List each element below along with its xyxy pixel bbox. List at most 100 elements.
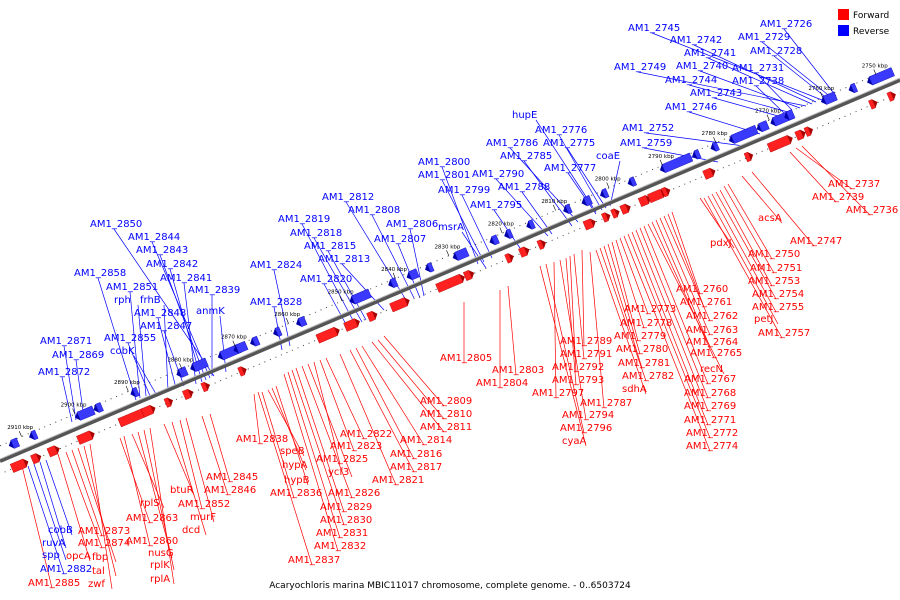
- gene-box: [583, 195, 593, 207]
- leader-line: [219, 315, 227, 373]
- tick-label: 2880 kbp: [167, 357, 193, 363]
- leader-line: [349, 349, 415, 473]
- gene-arrow: [372, 311, 378, 320]
- gene-arrow: [784, 111, 790, 121]
- gene-label: AM1_2747: [790, 236, 842, 247]
- gene-label: AM1_2812: [322, 192, 374, 203]
- gene-arrow: [233, 345, 239, 354]
- leader-line: [707, 195, 779, 325]
- gene-label: AM1_2731: [732, 63, 784, 74]
- leader-line: [707, 57, 813, 105]
- tick-mark: [18, 431, 22, 437]
- tick-label: 2800 kbp: [595, 176, 621, 182]
- leader-line: [659, 217, 711, 336]
- tick-mark: [606, 182, 610, 189]
- gene-arrow: [406, 271, 413, 280]
- gene-label: acsA: [758, 213, 782, 224]
- leader-line: [507, 285, 517, 376]
- gene-label: AM1_2787: [580, 398, 632, 409]
- leader-line: [461, 231, 487, 269]
- gene-label: AM1_2817: [390, 462, 442, 473]
- tick-mark: [553, 204, 556, 211]
- gene-label: AM1_2767: [684, 374, 736, 385]
- leader-line: [655, 219, 711, 348]
- tick-label: 2850 kbp: [328, 289, 354, 295]
- leader-line: [558, 134, 603, 211]
- gene-arrow: [605, 212, 611, 221]
- gene-label: AM1_2752: [622, 123, 674, 134]
- gene-arrow: [581, 197, 587, 206]
- gene-label: AM1_2803: [492, 365, 544, 376]
- gene-box: [712, 141, 720, 152]
- gene-arrow: [563, 205, 569, 214]
- gene-label: AM1_2841: [160, 273, 212, 284]
- gene-label: AM1_2848: [134, 308, 186, 319]
- gene-label: AM1_2729: [738, 32, 790, 43]
- gene-label: hupE: [512, 110, 537, 121]
- gene-arrow: [848, 84, 855, 93]
- leader-line: [711, 193, 777, 313]
- leader-line: [131, 433, 165, 509]
- gene-label: AM1_2793: [552, 375, 604, 386]
- leader-line: [295, 367, 345, 513]
- gene-arrow: [489, 236, 495, 245]
- leader-line: [699, 70, 801, 109]
- gene-label: AM1_2781: [618, 358, 670, 369]
- gene-arrow: [807, 126, 813, 135]
- gene-arrow: [217, 351, 224, 360]
- tick-mark: [339, 295, 343, 302]
- leader-line: [325, 357, 365, 440]
- leader-line: [663, 215, 711, 322]
- gene-arrow: [29, 431, 35, 440]
- gene-label: rph: [114, 295, 131, 306]
- leader-line: [253, 393, 261, 445]
- leader-line: [741, 175, 783, 224]
- gene-box: [785, 109, 796, 121]
- gene-label: AM1_2786: [486, 138, 538, 149]
- gene-label: AM1_2762: [686, 311, 738, 322]
- legend-reverse-swatch: [838, 25, 849, 36]
- gene-label: AM1_2768: [684, 388, 736, 399]
- gene-label: cobK: [110, 346, 135, 357]
- gene-label: AM1_2796: [560, 423, 612, 434]
- gene-arrow: [241, 366, 247, 375]
- gene-label: nusG: [148, 548, 174, 559]
- gene-label: AM1_2739: [812, 192, 864, 203]
- gene-box: [95, 402, 104, 413]
- gene-box: [178, 366, 189, 378]
- leader-line: [361, 345, 425, 446]
- leader-line: [573, 253, 585, 360]
- gene-label: AM1_2772: [686, 428, 738, 439]
- gene-box: [601, 188, 610, 199]
- leader-line: [21, 465, 53, 589]
- tick-mark: [232, 340, 236, 347]
- leader-line: [273, 269, 291, 347]
- gene-arrow: [600, 189, 606, 199]
- gene-label: AM1_2838: [236, 434, 288, 445]
- leader-line: [761, 41, 833, 99]
- leader-line: [89, 443, 113, 590]
- gene-label: AM1_2774: [686, 441, 738, 452]
- gene-arrow: [349, 295, 355, 305]
- leader-line: [267, 389, 305, 457]
- gene-arrow: [452, 252, 459, 261]
- gene-box: [351, 288, 372, 305]
- leader-line: [559, 259, 587, 421]
- legend: Forward Reverse: [838, 9, 890, 37]
- gene-label: AM1_2874: [78, 538, 130, 549]
- gene-label: AM1_2738: [732, 76, 784, 87]
- gene-arrow: [540, 239, 546, 249]
- gene-arrow: [627, 178, 634, 187]
- gene-label: AM1_2805: [440, 353, 492, 364]
- gene-label: opcA: [66, 551, 91, 562]
- gene-box: [389, 297, 408, 313]
- gene-arrow: [867, 76, 873, 86]
- leader-line: [635, 229, 709, 412]
- gene-label: AM1_2759: [620, 138, 672, 149]
- gene-arrow: [821, 96, 827, 105]
- tick-mark: [820, 91, 823, 98]
- gene-label: AM1_2842: [146, 259, 198, 270]
- gene-label: AM1_2745: [628, 23, 680, 34]
- leader-line: [149, 427, 175, 585]
